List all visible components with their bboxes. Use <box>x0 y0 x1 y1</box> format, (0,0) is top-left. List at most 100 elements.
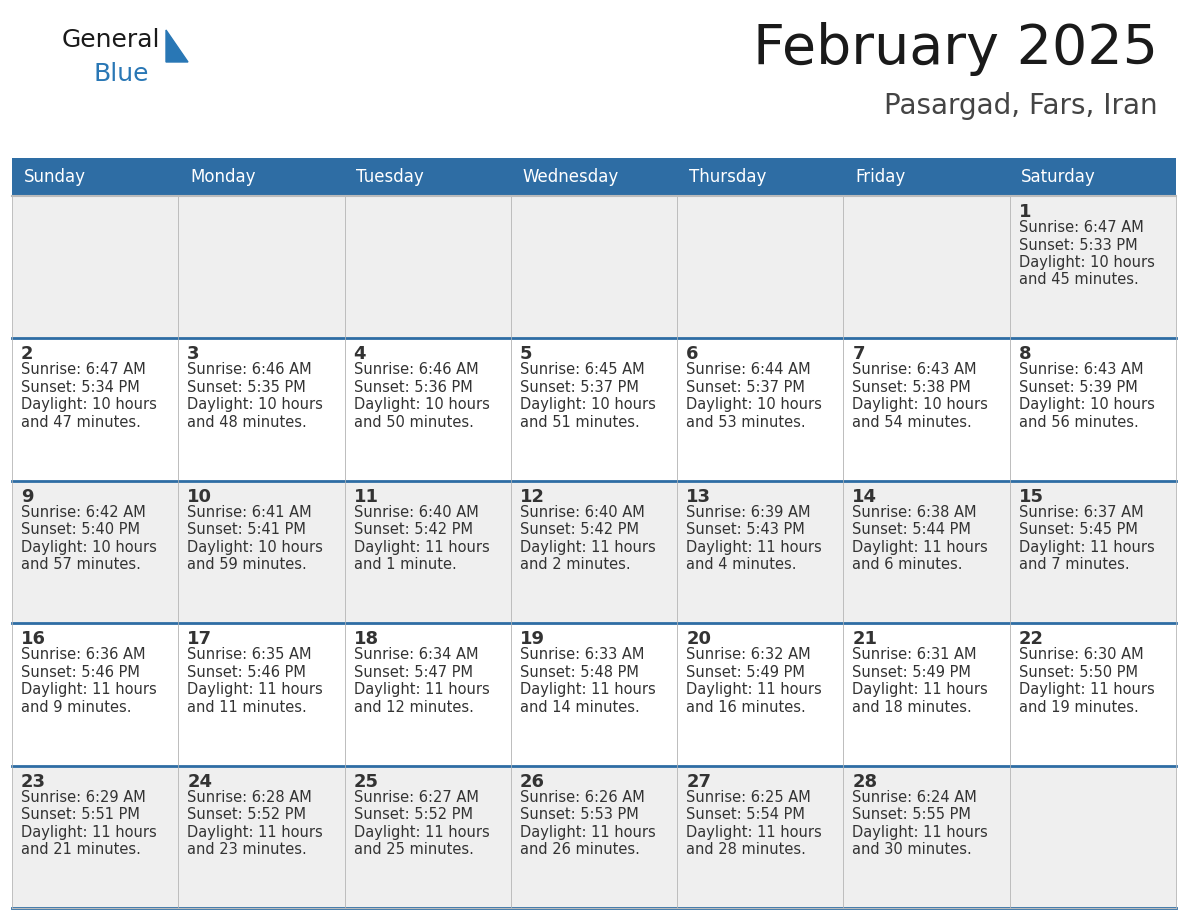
Text: and 45 minutes.: and 45 minutes. <box>1019 273 1138 287</box>
Text: Sunrise: 6:47 AM: Sunrise: 6:47 AM <box>1019 220 1144 235</box>
Text: and 11 minutes.: and 11 minutes. <box>188 700 307 715</box>
Text: Daylight: 10 hours: Daylight: 10 hours <box>1019 397 1155 412</box>
Text: Sunrise: 6:27 AM: Sunrise: 6:27 AM <box>354 789 479 804</box>
Text: Daylight: 11 hours: Daylight: 11 hours <box>21 682 157 697</box>
Bar <box>12 339 178 481</box>
Polygon shape <box>166 30 188 62</box>
Bar <box>12 196 178 339</box>
Text: Sunset: 5:34 PM: Sunset: 5:34 PM <box>21 380 140 395</box>
Bar <box>843 623 1010 766</box>
Text: Sunrise: 6:43 AM: Sunrise: 6:43 AM <box>853 363 977 377</box>
Text: 8: 8 <box>1019 345 1031 364</box>
Text: Sunset: 5:50 PM: Sunset: 5:50 PM <box>1019 665 1138 679</box>
Bar <box>677 339 843 481</box>
Text: Saturday: Saturday <box>1022 168 1097 186</box>
Text: Sunset: 5:44 PM: Sunset: 5:44 PM <box>853 522 972 537</box>
Bar <box>345 339 511 481</box>
Text: Daylight: 11 hours: Daylight: 11 hours <box>520 682 656 697</box>
Text: Daylight: 11 hours: Daylight: 11 hours <box>188 682 323 697</box>
Text: Daylight: 10 hours: Daylight: 10 hours <box>687 397 822 412</box>
Text: Daylight: 11 hours: Daylight: 11 hours <box>853 540 988 554</box>
Text: Sunrise: 6:25 AM: Sunrise: 6:25 AM <box>687 789 811 804</box>
Text: Sunrise: 6:26 AM: Sunrise: 6:26 AM <box>520 789 645 804</box>
Text: 5: 5 <box>520 345 532 364</box>
Text: and 18 minutes.: and 18 minutes. <box>853 700 972 715</box>
Text: Sunset: 5:42 PM: Sunset: 5:42 PM <box>354 522 473 537</box>
Bar <box>511 339 677 481</box>
Text: 26: 26 <box>520 773 545 790</box>
Text: and 4 minutes.: and 4 minutes. <box>687 557 797 572</box>
Bar <box>511 623 677 766</box>
Text: and 56 minutes.: and 56 minutes. <box>1019 415 1138 430</box>
Text: 12: 12 <box>520 487 545 506</box>
Bar <box>1010 623 1176 766</box>
Text: 10: 10 <box>188 487 213 506</box>
Bar <box>178 339 345 481</box>
Text: and 2 minutes.: and 2 minutes. <box>520 557 631 572</box>
Text: Sunset: 5:40 PM: Sunset: 5:40 PM <box>21 522 140 537</box>
Text: Daylight: 10 hours: Daylight: 10 hours <box>1019 255 1155 270</box>
Text: Sunset: 5:33 PM: Sunset: 5:33 PM <box>1019 238 1137 252</box>
Text: and 51 minutes.: and 51 minutes. <box>520 415 639 430</box>
Text: Sunrise: 6:28 AM: Sunrise: 6:28 AM <box>188 789 312 804</box>
Text: 4: 4 <box>354 345 366 364</box>
Text: 15: 15 <box>1019 487 1044 506</box>
Text: and 26 minutes.: and 26 minutes. <box>520 842 639 857</box>
Text: and 19 minutes.: and 19 minutes. <box>1019 700 1138 715</box>
Text: 11: 11 <box>354 487 379 506</box>
Bar <box>843 196 1010 339</box>
Bar <box>677 623 843 766</box>
Text: 16: 16 <box>21 630 46 648</box>
Text: Daylight: 10 hours: Daylight: 10 hours <box>354 397 489 412</box>
Bar <box>677 196 843 339</box>
Text: Daylight: 11 hours: Daylight: 11 hours <box>687 682 822 697</box>
Bar <box>511 196 677 339</box>
Text: and 54 minutes.: and 54 minutes. <box>853 415 972 430</box>
Text: Sunrise: 6:44 AM: Sunrise: 6:44 AM <box>687 363 810 377</box>
Text: Sunrise: 6:34 AM: Sunrise: 6:34 AM <box>354 647 478 662</box>
Text: Daylight: 11 hours: Daylight: 11 hours <box>354 540 489 554</box>
Text: 6: 6 <box>687 345 699 364</box>
Bar <box>677 481 843 623</box>
Text: and 12 minutes.: and 12 minutes. <box>354 700 474 715</box>
Bar <box>345 196 511 339</box>
Text: Sunrise: 6:47 AM: Sunrise: 6:47 AM <box>21 363 146 377</box>
Text: Sunset: 5:38 PM: Sunset: 5:38 PM <box>853 380 971 395</box>
Bar <box>677 766 843 908</box>
Text: 24: 24 <box>188 773 213 790</box>
Text: Pasargad, Fars, Iran: Pasargad, Fars, Iran <box>884 92 1158 120</box>
Text: Sunset: 5:52 PM: Sunset: 5:52 PM <box>354 807 473 823</box>
Text: Wednesday: Wednesday <box>523 168 619 186</box>
Text: Sunday: Sunday <box>24 168 86 186</box>
Text: Thursday: Thursday <box>689 168 766 186</box>
Bar <box>345 481 511 623</box>
Text: Sunset: 5:47 PM: Sunset: 5:47 PM <box>354 665 473 679</box>
Bar <box>178 481 345 623</box>
Text: and 6 minutes.: and 6 minutes. <box>853 557 963 572</box>
Text: 22: 22 <box>1019 630 1044 648</box>
Bar <box>12 481 178 623</box>
Text: Daylight: 11 hours: Daylight: 11 hours <box>188 824 323 840</box>
Bar <box>1010 766 1176 908</box>
Text: 20: 20 <box>687 630 712 648</box>
Text: and 21 minutes.: and 21 minutes. <box>21 842 141 857</box>
Text: Daylight: 10 hours: Daylight: 10 hours <box>188 397 323 412</box>
Text: Sunrise: 6:37 AM: Sunrise: 6:37 AM <box>1019 505 1143 520</box>
Text: and 59 minutes.: and 59 minutes. <box>188 557 307 572</box>
Text: and 57 minutes.: and 57 minutes. <box>21 557 141 572</box>
Text: 25: 25 <box>354 773 379 790</box>
Text: 2: 2 <box>21 345 33 364</box>
Text: Sunrise: 6:45 AM: Sunrise: 6:45 AM <box>520 363 644 377</box>
Text: and 16 minutes.: and 16 minutes. <box>687 700 805 715</box>
Text: February 2025: February 2025 <box>753 22 1158 76</box>
Text: 21: 21 <box>853 630 878 648</box>
Text: 3: 3 <box>188 345 200 364</box>
Text: Sunset: 5:46 PM: Sunset: 5:46 PM <box>21 665 140 679</box>
Text: Sunrise: 6:42 AM: Sunrise: 6:42 AM <box>21 505 146 520</box>
Text: Sunset: 5:48 PM: Sunset: 5:48 PM <box>520 665 639 679</box>
Text: Sunrise: 6:30 AM: Sunrise: 6:30 AM <box>1019 647 1143 662</box>
Text: General: General <box>62 28 160 52</box>
Text: Daylight: 10 hours: Daylight: 10 hours <box>853 397 988 412</box>
Text: Sunrise: 6:24 AM: Sunrise: 6:24 AM <box>853 789 978 804</box>
Text: Sunset: 5:41 PM: Sunset: 5:41 PM <box>188 522 307 537</box>
